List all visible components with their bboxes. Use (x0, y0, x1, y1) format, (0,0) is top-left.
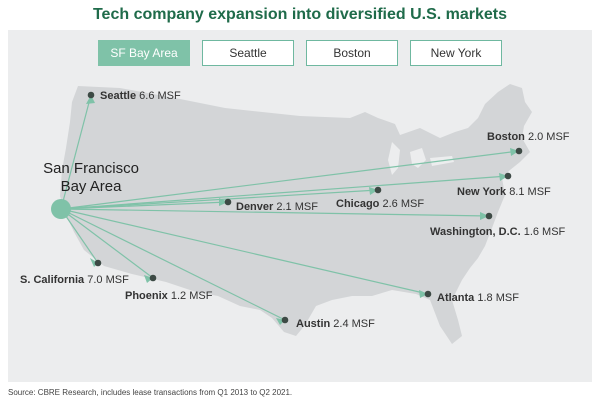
dot-denver (224, 198, 232, 206)
dot-phoenix (149, 274, 157, 282)
destination-dots (87, 91, 523, 324)
tab-boston[interactable]: Boston (306, 40, 398, 66)
dot-washington (485, 212, 493, 220)
label-boston: Boston 2.0 MSF (487, 131, 570, 143)
dot-atlanta (424, 290, 432, 298)
great-lakes (388, 142, 454, 175)
label-seattle: Seattle 6.6 MSF (100, 90, 181, 102)
label-denver: Denver 2.1 MSF (236, 201, 318, 213)
map-title: Tech company expansion into diversified … (92, 6, 508, 23)
label-atlanta: Atlanta 1.8 MSF (437, 292, 519, 304)
label-austin: Austin 2.4 MSF (296, 318, 375, 330)
origin-label-line2: Bay Area (61, 178, 123, 195)
flow-line-atlanta (60, 208, 429, 295)
us-landmass (60, 84, 532, 344)
dot-chicago (374, 186, 382, 194)
origin-marker (51, 199, 71, 219)
dot-seattle (87, 91, 95, 99)
dot-boston (515, 147, 523, 155)
flow-line-denver (60, 201, 229, 210)
label-chicago: Chicago 2.6 MSF (336, 198, 424, 210)
flow-line-washington (60, 208, 490, 217)
tab-sf-bay-area[interactable]: SF Bay Area (98, 40, 190, 66)
label-s-california: S. California 7.0 MSF (20, 274, 129, 286)
flow-line-s-california (60, 208, 99, 264)
dot-austin (281, 316, 289, 324)
flow-line-phoenix (60, 208, 154, 279)
flow-line-boston (60, 150, 520, 210)
source-note: Source: CBRE Research, includes lease tr… (8, 388, 293, 397)
tab-seattle[interactable]: Seattle (202, 40, 294, 66)
label-new-york: New York 8.1 MSF (457, 186, 551, 198)
dot-s-california (94, 259, 102, 267)
flow-line-new-york (60, 175, 509, 210)
dot-new-york (504, 172, 512, 180)
flow-line-austin (60, 208, 286, 321)
tab-new-york[interactable]: New York (410, 40, 502, 66)
flow-line-seattle (60, 94, 92, 210)
label-washington: Washington, D.C. 1.6 MSF (430, 226, 566, 238)
label-phoenix: Phoenix 1.2 MSF (125, 290, 213, 302)
origin-label-line1: San Francisco (43, 160, 139, 177)
